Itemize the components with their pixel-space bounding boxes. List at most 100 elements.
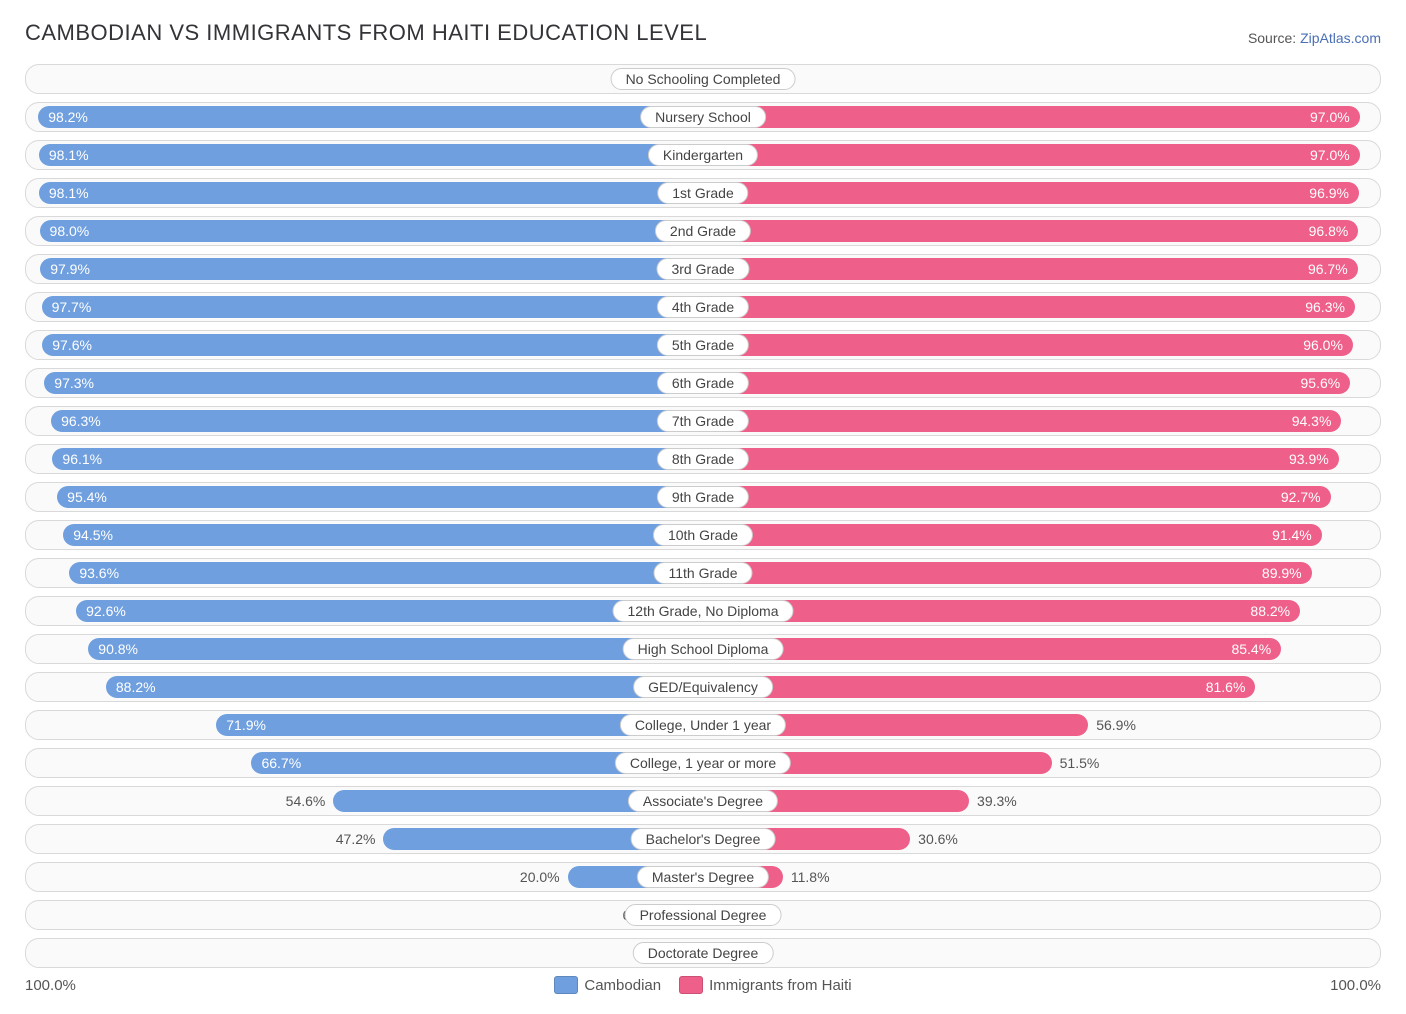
category-label: No Schooling Completed <box>611 68 796 90</box>
category-label: 7th Grade <box>657 410 749 432</box>
diverging-bar-chart: 1.9%3.0%No Schooling Completed98.2%97.0%… <box>25 64 1381 968</box>
legend-swatch-right <box>679 976 703 994</box>
chart-row: 97.7%96.3%4th Grade <box>25 292 1381 322</box>
chart-row: 66.7%51.5%College, 1 year or more <box>25 748 1381 778</box>
bar-right: 94.3% <box>703 410 1341 432</box>
bar-value-left: 93.6% <box>79 562 119 584</box>
bar-value-right: 56.9% <box>1096 711 1136 739</box>
legend-label-left: Cambodian <box>584 977 661 994</box>
category-label: 12th Grade, No Diploma <box>613 600 794 622</box>
bar-value-left: 98.1% <box>49 182 89 204</box>
chart-row: 94.5% 91.4% 10th Grade <box>25 520 1381 550</box>
bar-right: 97.0% <box>703 106 1360 128</box>
category-label: High School Diploma <box>623 638 784 660</box>
bar-right: 96.3% <box>703 296 1355 318</box>
bar-value-right: 96.8% <box>1309 220 1349 242</box>
bar-value-left: 97.9% <box>50 258 90 280</box>
chart-row: 6.0%3.4%Professional Degree <box>25 900 1381 930</box>
category-label: Master's Degree <box>637 866 769 888</box>
bar-value-left: 66.7% <box>261 752 301 774</box>
bar-right: 91.4% <box>703 524 1322 546</box>
chart-row: 97.6% 96.0% 5th Grade <box>25 330 1381 360</box>
bar-value-right: 92.7% <box>1281 486 1321 508</box>
category-label: 5th Grade <box>657 334 749 356</box>
bar-left: 95.4% <box>57 486 703 508</box>
chart-header: CAMBODIAN VS IMMIGRANTS FROM HAITI EDUCA… <box>25 20 1381 46</box>
axis-max-left: 100.0% <box>25 977 76 994</box>
bar-value-left: 88.2% <box>116 676 156 698</box>
bar-left: 93.6% <box>69 562 703 584</box>
bar-left: 98.2% <box>38 106 703 128</box>
bar-value-left: 97.6% <box>52 334 92 356</box>
chart-row: 93.6% 89.9% 11th Grade <box>25 558 1381 588</box>
bar-right: 96.7% <box>703 258 1358 280</box>
bar-value-right: 96.9% <box>1309 182 1349 204</box>
category-label: College, Under 1 year <box>620 714 786 736</box>
bar-right: 96.8% <box>703 220 1358 242</box>
category-label: Nursery School <box>640 106 766 128</box>
bar-value-left: 20.0% <box>520 863 560 891</box>
category-label: 1st Grade <box>657 182 748 204</box>
category-label: Associate's Degree <box>628 790 778 812</box>
bar-left: 90.8% <box>88 638 703 660</box>
bar-left: 92.6% <box>76 600 703 622</box>
chart-row: 2.6%1.3%Doctorate Degree <box>25 938 1381 968</box>
category-label: 8th Grade <box>657 448 749 470</box>
chart-row: 88.2%81.6%GED/Equivalency <box>25 672 1381 702</box>
bar-value-right: 96.3% <box>1305 296 1345 318</box>
bar-value-left: 71.9% <box>226 714 266 736</box>
legend-item-left: Cambodian <box>554 976 661 994</box>
chart-row: 20.0% 11.8% Master's Degree <box>25 862 1381 892</box>
bar-value-right: 11.8% <box>791 863 830 891</box>
category-label: 9th Grade <box>657 486 749 508</box>
bar-right: 96.0% <box>703 334 1353 356</box>
bar-value-right: 88.2% <box>1250 600 1290 622</box>
bar-value-right: 91.4% <box>1272 524 1312 546</box>
chart-row: 96.1% 93.9%8th Grade <box>25 444 1381 474</box>
bar-right: 89.9% <box>703 562 1312 584</box>
category-label: Doctorate Degree <box>633 942 774 964</box>
category-label: 4th Grade <box>657 296 749 318</box>
category-label: Bachelor's Degree <box>631 828 776 850</box>
legend-label-right: Immigrants from Haiti <box>709 977 852 994</box>
bar-right: 93.9% <box>703 448 1339 470</box>
chart-row: 92.6% 88.2% 12th Grade, No Diploma <box>25 596 1381 626</box>
bar-value-right: 89.9% <box>1262 562 1302 584</box>
bar-value-right: 97.0% <box>1310 144 1350 166</box>
bar-right: 97.0% <box>703 144 1360 166</box>
bar-value-left: 98.2% <box>48 106 88 128</box>
bar-left: 98.0% <box>40 220 703 242</box>
bar-value-right: 97.0% <box>1310 106 1350 128</box>
category-label: 3rd Grade <box>656 258 749 280</box>
bar-left: 97.9% <box>40 258 703 280</box>
legend: Cambodian Immigrants from Haiti <box>554 976 851 994</box>
bar-left: 97.6% <box>42 334 703 356</box>
bar-value-right: 96.7% <box>1308 258 1348 280</box>
legend-swatch-left <box>554 976 578 994</box>
chart-row: 98.0%96.8%2nd Grade <box>25 216 1381 246</box>
bar-value-left: 96.1% <box>62 448 102 470</box>
chart-row: 71.9% 56.9% College, Under 1 year <box>25 710 1381 740</box>
category-label: 6th Grade <box>657 372 749 394</box>
category-label: 10th Grade <box>653 524 753 546</box>
bar-left: 96.3% <box>51 410 703 432</box>
chart-row: 96.3% 94.3%7th Grade <box>25 406 1381 436</box>
category-label: 11th Grade <box>653 562 752 584</box>
bar-value-left: 98.0% <box>50 220 90 242</box>
bar-left: 88.2% <box>106 676 703 698</box>
category-label: Professional Degree <box>625 904 782 926</box>
chart-row: 98.1% 96.9% 1st Grade <box>25 178 1381 208</box>
bar-left: 94.5% <box>63 524 703 546</box>
bar-value-right: 30.6% <box>918 825 958 853</box>
bar-value-left: 96.3% <box>61 410 101 432</box>
bar-value-right: 85.4% <box>1231 638 1271 660</box>
bar-right: 92.7% <box>703 486 1331 508</box>
legend-item-right: Immigrants from Haiti <box>679 976 852 994</box>
bar-value-right: 96.0% <box>1303 334 1343 356</box>
source-link[interactable]: ZipAtlas.com <box>1300 30 1381 46</box>
chart-source: Source: ZipAtlas.com <box>1248 30 1381 46</box>
category-label: College, 1 year or more <box>615 752 791 774</box>
bar-left: 98.1% <box>39 144 703 166</box>
chart-row: 95.4% 92.7% 9th Grade <box>25 482 1381 512</box>
bar-value-left: 54.6% <box>286 787 326 815</box>
